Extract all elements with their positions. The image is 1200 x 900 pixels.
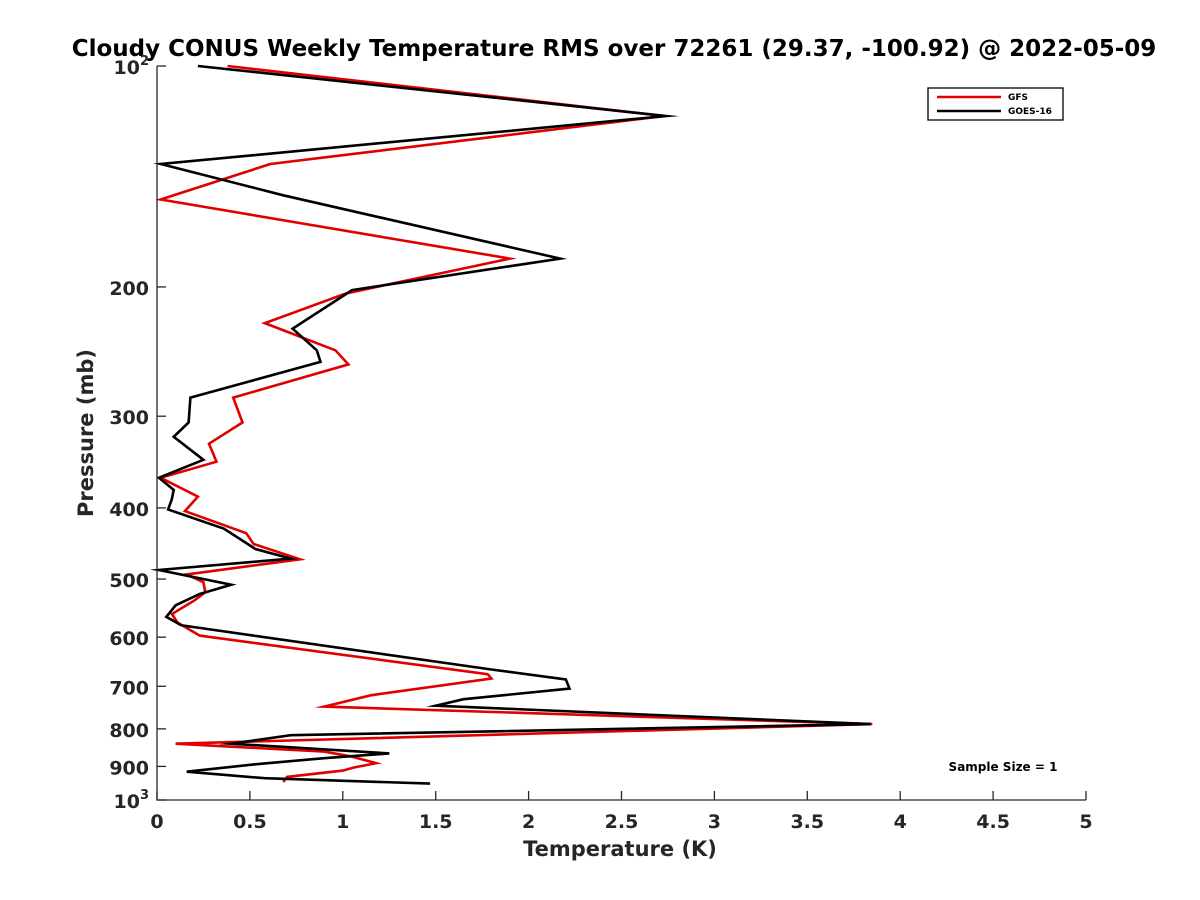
x-tick-label: 0 — [150, 811, 163, 833]
y-tick-label-base: 10 — [114, 791, 140, 813]
y-tick-label: 900 — [109, 757, 149, 779]
y-tick-label-exponent: 3 — [140, 788, 149, 803]
y-tick-label: 103 — [114, 788, 150, 813]
y-tick-label: 300 — [109, 407, 149, 429]
y-tick-label-base: 800 — [109, 720, 149, 742]
y-tick-label: 700 — [109, 677, 149, 699]
y-tick-label-base: 500 — [109, 570, 149, 592]
series-line-goes-16 — [149, 64, 871, 785]
y-tick-label: 200 — [109, 278, 149, 300]
y-tick-label: 400 — [109, 499, 149, 521]
y-tick-label-base: 600 — [109, 628, 149, 650]
y-tick-label-exponent: 2 — [140, 54, 149, 69]
y-tick-label-base: 10 — [114, 57, 140, 79]
x-tick-label: 4 — [894, 811, 907, 833]
x-tick-label: 2.5 — [605, 811, 639, 833]
legend-box — [927, 87, 1064, 121]
x-tick-label: 1.5 — [419, 811, 453, 833]
x-tick-label: 5 — [1079, 811, 1092, 833]
x-tick-label: 2 — [522, 811, 535, 833]
plot-area: 0 0.5 1 1.5 2 2.5 3 3.5 4 4.5 5 102200300400500600… — [109, 54, 1092, 833]
axes-frame — [156, 66, 1086, 801]
y-tick-label-base: 200 — [109, 278, 149, 300]
x-axis-ticks: 0 0.5 1 1.5 2 2.5 3 3.5 4 4.5 5 — [150, 791, 1093, 833]
series-line-gfs — [155, 64, 873, 783]
x-tick-label: 0.5 — [233, 811, 267, 833]
y-tick-label: 600 — [109, 628, 149, 650]
y-tick-label-base: 700 — [109, 677, 149, 699]
x-tick-label: 3 — [708, 811, 721, 833]
y-tick-label: 500 — [109, 570, 149, 592]
y-tick-label-base: 300 — [109, 407, 149, 429]
x-tick-label: 4.5 — [976, 811, 1010, 833]
y-tick-label: 800 — [109, 720, 149, 742]
y-axis-label: Pressure (mb) — [74, 349, 98, 517]
legend-label: GOES-16 — [1008, 107, 1052, 117]
y-tick-label-base: 900 — [109, 757, 149, 779]
x-tick-label: 3.5 — [790, 811, 824, 833]
x-tick-label: 1 — [336, 811, 349, 833]
series-layer — [149, 64, 873, 785]
sample-size-annotation: Sample Size = 1 — [949, 760, 1058, 774]
chart-title: Cloudy CONUS Weekly Temperature RMS over… — [72, 36, 1157, 62]
legend: GFS GOES-16 — [927, 87, 1064, 121]
y-tick-label-base: 400 — [109, 499, 149, 521]
x-axis-label: Temperature (K) — [523, 837, 717, 861]
legend-label: GFS — [1008, 93, 1028, 103]
y-tick-label: 102 — [114, 54, 150, 79]
